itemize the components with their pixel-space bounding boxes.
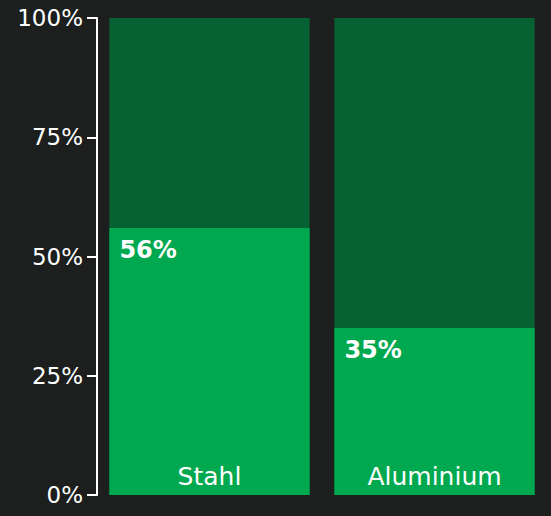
svg-text:25%: 25% (32, 363, 83, 389)
svg-text:Stahl: Stahl (178, 462, 242, 491)
svg-text:75%: 75% (32, 124, 83, 150)
svg-text:35%: 35% (344, 336, 401, 364)
svg-text:Aluminium: Aluminium (367, 462, 501, 491)
svg-text:100%: 100% (17, 5, 83, 31)
svg-text:0%: 0% (47, 482, 84, 508)
svg-text:50%: 50% (32, 244, 83, 270)
svg-text:56%: 56% (119, 236, 176, 264)
